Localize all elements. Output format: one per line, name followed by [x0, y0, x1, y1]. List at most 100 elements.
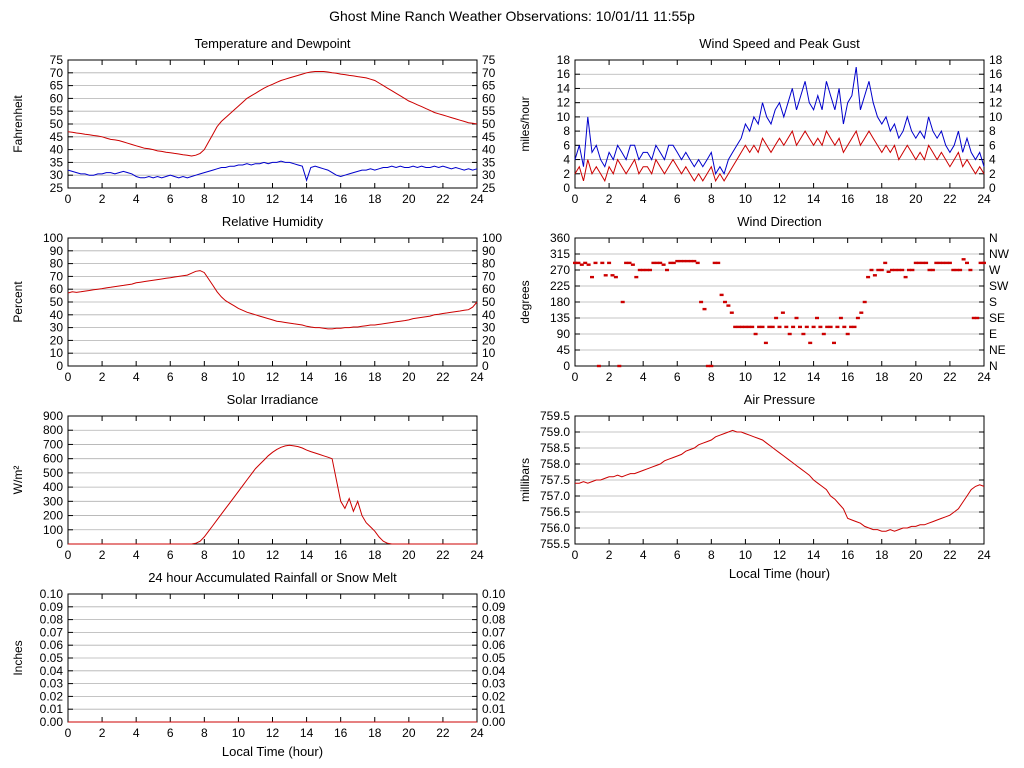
svg-text:22: 22 — [436, 192, 450, 206]
direction-point — [596, 364, 601, 368]
direction-point — [818, 325, 823, 329]
svg-text:18: 18 — [368, 726, 382, 740]
svg-text:14: 14 — [300, 370, 314, 384]
svg-text:757.0: 757.0 — [540, 489, 570, 503]
direction-point — [637, 268, 642, 272]
svg-text:75: 75 — [482, 54, 496, 67]
svg-text:14: 14 — [807, 192, 821, 206]
svg-text:16: 16 — [334, 192, 348, 206]
direction-point — [913, 261, 918, 265]
direction-point — [893, 268, 898, 272]
svg-text:50: 50 — [482, 295, 496, 309]
svg-text:0.05: 0.05 — [40, 651, 64, 665]
direction-point — [961, 258, 966, 261]
svg-text:6: 6 — [167, 726, 174, 740]
direction-point — [968, 268, 973, 272]
svg-text:70: 70 — [482, 66, 496, 80]
direction-point — [760, 325, 765, 329]
chart-title: Wind Direction — [737, 214, 822, 229]
svg-text:12: 12 — [266, 548, 280, 562]
direction-point — [750, 325, 755, 329]
svg-text:10: 10 — [739, 548, 753, 562]
svg-text:4: 4 — [563, 153, 570, 167]
svg-text:18: 18 — [368, 548, 382, 562]
svg-text:12: 12 — [989, 96, 1003, 110]
direction-point — [784, 325, 789, 329]
direction-point — [832, 341, 836, 345]
svg-text:55: 55 — [482, 104, 496, 118]
direction-point — [675, 259, 680, 263]
svg-text:0.05: 0.05 — [482, 651, 506, 665]
direction-point — [617, 364, 622, 368]
svg-text:16: 16 — [989, 67, 1003, 81]
temperature-dewpoint-plot: 25 25 30 30 35 35 40 40 45 45 50 50 55 55 60 60 65 65 70 70… — [8, 53, 513, 210]
direction-point — [821, 332, 826, 336]
svg-text:45: 45 — [482, 130, 496, 144]
direction-point — [876, 268, 881, 272]
chart-relative-humidity: Relative Humidity 0 0 10 10 20 20 30 30 40 40 50 50… — [8, 214, 513, 408]
svg-text:14: 14 — [807, 548, 821, 562]
direction-point — [941, 261, 946, 265]
svg-text:100: 100 — [43, 523, 63, 537]
direction-point — [924, 261, 929, 265]
svg-text:50: 50 — [482, 117, 496, 131]
relative-humidity-ylabel: Percent — [11, 281, 25, 323]
svg-text:12: 12 — [557, 96, 571, 110]
svg-text:16: 16 — [557, 67, 571, 81]
svg-text:0: 0 — [572, 370, 579, 384]
svg-text:2: 2 — [989, 167, 996, 181]
svg-text:0.03: 0.03 — [40, 677, 64, 691]
svg-text:40: 40 — [50, 143, 64, 157]
wind-speed-gust-plot: 0 0 2 2 4 4 6 6 8 8 10 10 12 12 14 14 16 16 18 18 0 2 4 6 8 10 12 1… — [515, 53, 1020, 210]
direction-point — [682, 259, 687, 263]
svg-text:22: 22 — [436, 370, 450, 384]
direction-point — [678, 259, 683, 263]
svg-text:20: 20 — [482, 333, 496, 347]
direction-point — [685, 259, 690, 263]
svg-text:100: 100 — [43, 232, 63, 245]
svg-text:0.10: 0.10 — [40, 588, 64, 601]
svg-text:20: 20 — [402, 370, 416, 384]
direction-point — [794, 316, 799, 320]
svg-text:12: 12 — [773, 192, 787, 206]
temperature-line — [67, 71, 478, 157]
direction-point — [862, 300, 867, 304]
svg-text:270: 270 — [550, 263, 570, 277]
svg-text:16: 16 — [334, 548, 348, 562]
direction-point — [903, 275, 908, 279]
direction-point — [579, 263, 584, 266]
svg-text:20: 20 — [909, 548, 923, 562]
svg-text:60: 60 — [50, 91, 64, 105]
direction-point — [630, 263, 635, 266]
svg-text:8: 8 — [201, 370, 208, 384]
direction-point — [753, 332, 758, 336]
direction-point — [896, 268, 901, 272]
direction-point — [774, 316, 779, 320]
direction-point — [668, 261, 673, 265]
svg-text:4: 4 — [640, 192, 647, 206]
direction-point — [573, 261, 577, 265]
direction-point — [695, 261, 700, 265]
svg-text:90: 90 — [557, 327, 571, 341]
svg-text:0.02: 0.02 — [482, 689, 506, 703]
svg-text:20: 20 — [402, 548, 416, 562]
svg-text:0.06: 0.06 — [482, 638, 506, 652]
svg-text:30: 30 — [482, 168, 496, 182]
svg-text:757.5: 757.5 — [540, 473, 570, 487]
direction-point — [712, 261, 717, 265]
svg-text:0.01: 0.01 — [482, 702, 506, 716]
svg-text:20: 20 — [909, 192, 923, 206]
direction-point — [671, 261, 676, 265]
svg-text:12: 12 — [773, 370, 787, 384]
wind-speed-line — [574, 129, 985, 183]
direction-point — [729, 311, 734, 314]
direction-point — [661, 263, 666, 266]
direction-point — [699, 300, 704, 304]
svg-text:SW: SW — [989, 279, 1009, 293]
svg-text:0: 0 — [65, 548, 72, 562]
svg-text:NW: NW — [989, 247, 1010, 261]
direction-point — [787, 332, 792, 336]
svg-text:80: 80 — [50, 257, 64, 271]
direction-point — [944, 261, 949, 265]
svg-text:0: 0 — [482, 359, 489, 373]
